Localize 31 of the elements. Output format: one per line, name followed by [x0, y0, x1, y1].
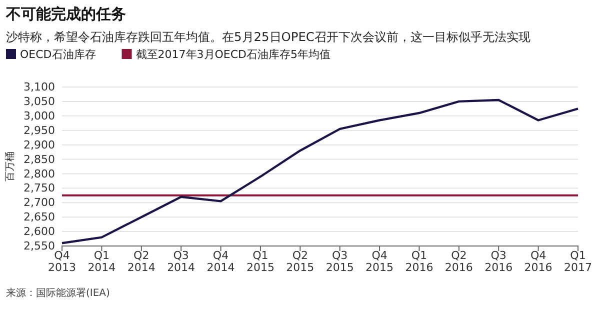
legend-label: OECD石油库存 — [20, 48, 96, 61]
chart-subtitle: 沙特称，希望令石油库存跌回五年均值。在5月25日OPEC召开下次会议前，这一目标似乎无法实现 — [6, 30, 530, 44]
y-tick-label: 3,100 — [24, 80, 55, 94]
y-tick-label: 2,850 — [24, 152, 55, 166]
x-tick-label: Q2 2015 — [286, 249, 314, 274]
y-tick-label: 2,800 — [24, 167, 55, 180]
source-note: 来源：国际能源署(IEA) — [6, 287, 110, 299]
x-tick-label: Q4 2016 — [524, 249, 552, 274]
y-tick-label: 2,700 — [24, 196, 55, 210]
x-tick-label: Q4 2015 — [366, 249, 394, 274]
y-tick-label: 2,750 — [24, 182, 55, 195]
y-tick-label: 2,900 — [24, 138, 55, 152]
x-tick-label: Q3 2014 — [167, 249, 196, 274]
x-tick-label: Q3 2015 — [326, 249, 354, 274]
x-tick-label: Q1 2017 — [564, 249, 592, 274]
y-tick-label: 3,000 — [24, 109, 55, 122]
x-tick-label: Q1 2016 — [405, 249, 434, 274]
y-axis-title: 百万桶 — [4, 152, 16, 182]
y-tick-label: 2,950 — [24, 124, 55, 137]
x-tick-label: Q4 2014 — [206, 249, 235, 274]
x-tick-label: Q2 2016 — [444, 249, 473, 274]
x-tick-label: Q2 2014 — [127, 249, 156, 274]
legend-label: 截至2017年3月OECD石油库存5年均值 — [136, 48, 331, 61]
x-tick-label: Q1 2015 — [246, 249, 274, 274]
y-tick-label: 2,650 — [24, 210, 55, 224]
y-tick-label: 3,050 — [24, 94, 55, 108]
y-tick-label: 2,600 — [24, 225, 55, 238]
x-tick-label: Q3 2016 — [484, 249, 513, 274]
line-series — [60, 98, 580, 244]
chart-title: 不可能完成的任务 — [5, 5, 126, 23]
x-tick-label: Q1 2014 — [88, 249, 116, 274]
